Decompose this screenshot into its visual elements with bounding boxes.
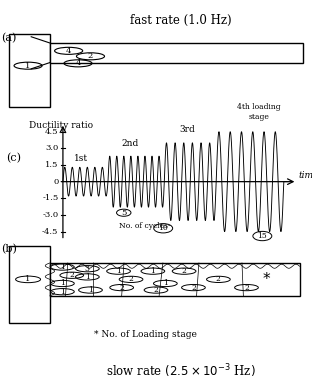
Text: -4.5: -4.5 (42, 228, 58, 236)
Text: -1.5: -1.5 (42, 194, 58, 202)
Text: fast rate (1.0 Hz): fast rate (1.0 Hz) (130, 14, 232, 27)
Text: time: time (298, 171, 312, 180)
Bar (9, 246, 50, 323)
Text: 2: 2 (154, 286, 158, 294)
Text: 2nd: 2nd (122, 139, 139, 148)
Text: 2: 2 (119, 283, 124, 292)
Text: 1: 1 (85, 273, 90, 281)
Text: 4.5: 4.5 (45, 128, 58, 136)
Text: 1.5: 1.5 (45, 161, 58, 169)
Text: 1: 1 (116, 267, 121, 275)
Text: 1: 1 (60, 288, 65, 296)
Text: 2: 2 (244, 283, 249, 292)
Text: *: * (263, 272, 271, 287)
Text: 2: 2 (216, 275, 221, 283)
Text: 1: 1 (25, 275, 31, 283)
Text: 2: 2 (191, 283, 196, 292)
Bar (50, 43, 303, 63)
Text: 1: 1 (150, 267, 155, 275)
Text: 2: 2 (129, 275, 134, 283)
Text: * No. of Loading stage: * No. of Loading stage (94, 330, 197, 339)
Text: (a): (a) (2, 33, 17, 43)
Text: slow rate $(2.5\times10^{-3}$ Hz$)$: slow rate $(2.5\times10^{-3}$ Hz$)$ (106, 362, 256, 380)
Text: (b): (b) (2, 244, 17, 255)
Text: 3.0: 3.0 (45, 144, 58, 152)
Text: 10: 10 (158, 224, 168, 232)
Text: 3rd: 3rd (179, 125, 195, 134)
Text: 2: 2 (88, 52, 93, 60)
Bar (50, 263, 300, 296)
Text: No. of cycles-: No. of cycles- (119, 222, 171, 230)
Text: 1: 1 (163, 280, 168, 287)
Text: 1st: 1st (74, 154, 88, 163)
Bar (9, 34, 50, 107)
Text: 4th loading
stage: 4th loading stage (237, 104, 281, 121)
Text: 1: 1 (60, 263, 65, 271)
Text: 3: 3 (85, 265, 90, 273)
Text: 2: 2 (182, 267, 187, 275)
Text: 1: 1 (88, 286, 93, 294)
Text: -3.0: -3.0 (42, 211, 58, 219)
Text: 5: 5 (121, 209, 126, 217)
Text: 4: 4 (66, 47, 71, 55)
Text: (c): (c) (6, 153, 21, 163)
Text: Ductility ratio: Ductility ratio (29, 121, 93, 130)
Text: 1: 1 (60, 280, 65, 287)
Text: 0: 0 (53, 178, 58, 186)
Text: 2: 2 (69, 271, 74, 279)
Text: 4: 4 (75, 59, 81, 67)
Text: 1: 1 (25, 62, 31, 70)
Text: 15: 15 (257, 232, 267, 240)
